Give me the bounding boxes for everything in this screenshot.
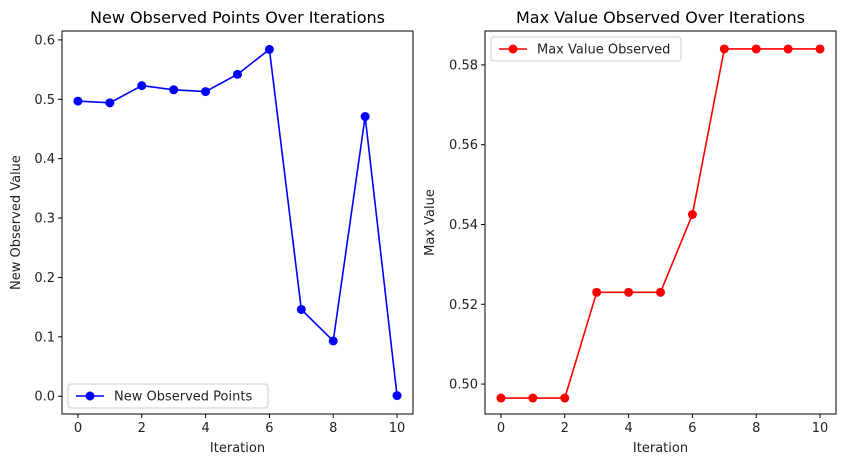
- y-tick-label: 0.4: [34, 152, 55, 167]
- data-point: [528, 393, 538, 403]
- x-tick-label: 2: [138, 421, 146, 436]
- chart-title: Max Value Observed Over Iterations: [516, 8, 805, 27]
- y-axis-label: Max Value: [423, 189, 438, 256]
- data-point: [73, 96, 83, 106]
- legend-marker: [85, 391, 95, 401]
- series-line: [500, 48, 821, 399]
- y-tick-label: 0.56: [449, 138, 478, 153]
- legend-box: [490, 36, 682, 62]
- data-point: [719, 44, 729, 54]
- legend: Max Value Observed: [490, 36, 682, 62]
- data-point: [624, 287, 634, 297]
- data-point: [783, 44, 793, 54]
- y-tick-label: 0.0: [34, 390, 55, 405]
- chart-title: New Observed Points Over Iterations: [90, 8, 385, 27]
- legend-marker: [508, 44, 518, 54]
- data-point: [496, 393, 506, 403]
- y-tick-label: 0.3: [34, 212, 55, 227]
- x-tick-label: 8: [752, 421, 760, 436]
- chart-panel-2: Max Value Observed Over Iterations 0 2 4 6 8 1…: [423, 8, 837, 456]
- y-tick-label: 0.50: [449, 378, 478, 393]
- x-tick-label: 10: [389, 421, 406, 436]
- data-point: [233, 69, 242, 79]
- data-point: [105, 98, 115, 108]
- legend-label: Max Value Observed: [537, 43, 670, 58]
- data-point: [656, 287, 665, 297]
- legend: New Observed Points: [67, 383, 269, 409]
- y-tick-label: 0.58: [449, 58, 478, 73]
- data-point: [137, 81, 147, 91]
- x-tick-label: 8: [329, 421, 337, 436]
- data-point: [360, 112, 370, 122]
- data-point: [592, 287, 602, 297]
- data-point: [815, 44, 825, 54]
- y-axis-label: New Observed Value: [9, 155, 24, 290]
- y-tick-label: 0.52: [449, 298, 478, 313]
- y-tick-label: 0.2: [34, 271, 55, 286]
- series-line: [77, 47, 398, 396]
- data-point: [687, 210, 697, 220]
- legend-box: [67, 383, 269, 409]
- y-tick-label: 0.54: [449, 218, 478, 233]
- x-tick-label: 0: [497, 421, 505, 436]
- x-axis-label: Iteration: [210, 441, 265, 456]
- plot-frame: [61, 30, 414, 415]
- x-tick-label: 6: [688, 421, 696, 436]
- plot-frame: [484, 30, 837, 415]
- chart-panel-1: New Observed Points Over Iterations 0 2 4 6 8…: [9, 8, 414, 456]
- data-point: [201, 87, 211, 97]
- data-point: [296, 304, 306, 314]
- legend-label: New Observed Points: [114, 390, 252, 405]
- y-tick-label: 0.1: [34, 330, 55, 345]
- data-point: [560, 393, 570, 403]
- data-point: [264, 44, 274, 54]
- y-tick-label: 0.5: [34, 93, 55, 108]
- y-tick-label: 0.6: [34, 33, 55, 48]
- x-tick-label: 6: [265, 421, 273, 436]
- data-point: [169, 85, 179, 95]
- x-tick-label: 0: [74, 421, 82, 436]
- x-tick-label: 2: [561, 421, 569, 436]
- data-point: [751, 44, 761, 54]
- data-point: [328, 336, 338, 346]
- x-tick-label: 4: [201, 421, 209, 436]
- data-point: [392, 391, 402, 401]
- x-axis-label: Iteration: [633, 441, 688, 456]
- x-tick-label: 10: [812, 421, 829, 436]
- x-tick-label: 4: [624, 421, 632, 436]
